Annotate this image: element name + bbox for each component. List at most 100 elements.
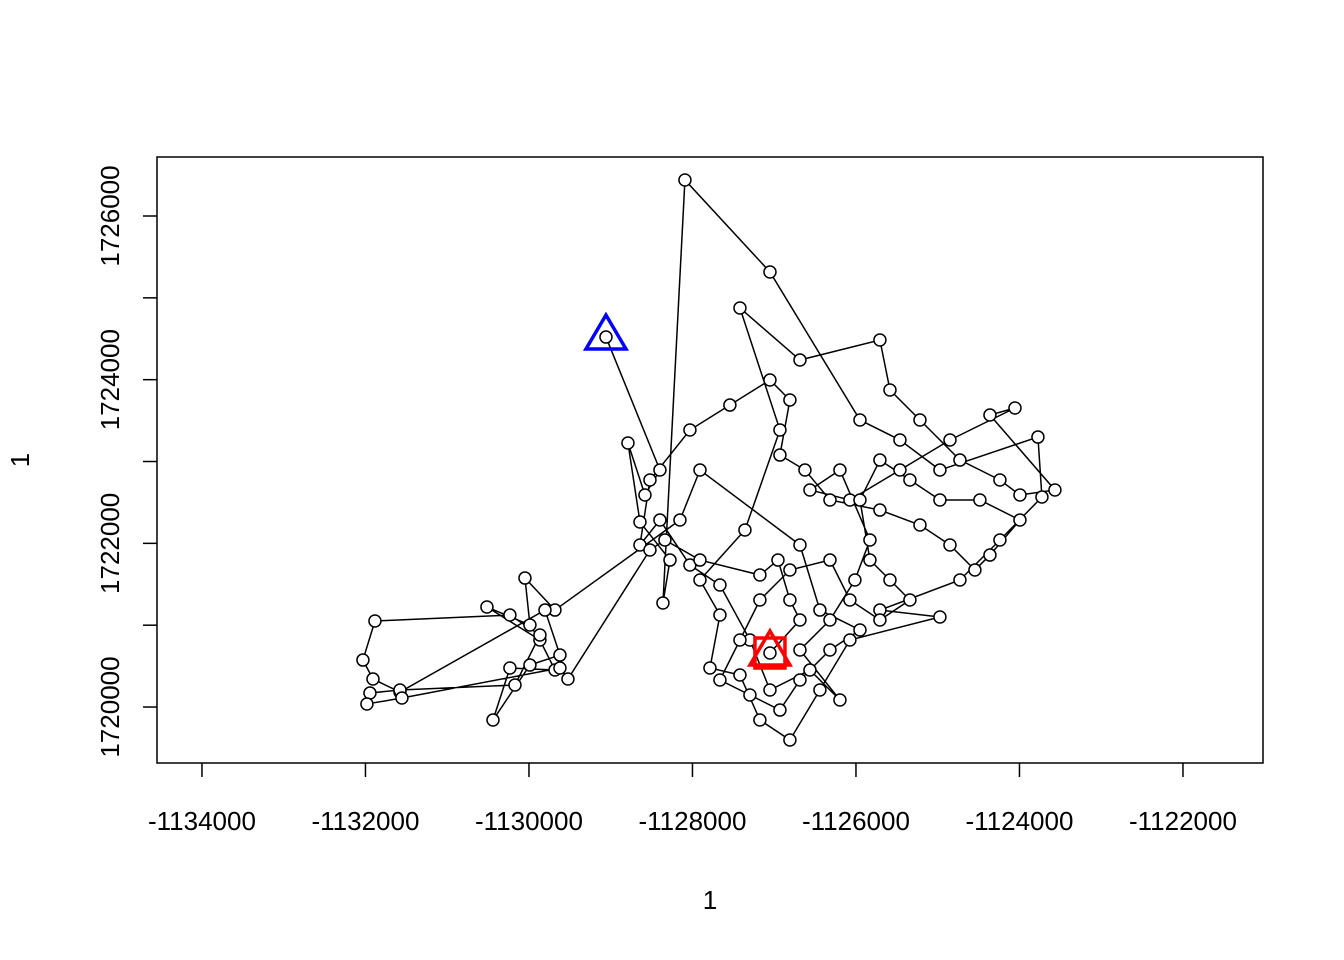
track-point [733, 668, 747, 682]
track-point [953, 453, 967, 467]
track-point [683, 423, 697, 437]
track-point [943, 433, 957, 447]
track-point [973, 493, 987, 507]
track-point [823, 493, 837, 507]
track-point [621, 436, 635, 450]
marker-triangle [746, 627, 794, 667]
track-point [793, 538, 807, 552]
y-tick-label: 1720000 [95, 656, 125, 757]
track-point [643, 543, 657, 557]
x-tick-label: -1132000 [311, 806, 419, 836]
track-point [783, 593, 797, 607]
track-point [823, 613, 837, 627]
track-point [503, 661, 517, 675]
track-point [783, 393, 797, 407]
track-point [983, 548, 997, 562]
track-point [663, 553, 677, 567]
track-point [853, 493, 867, 507]
track-point [638, 488, 652, 502]
y-tick-label: 1722000 [95, 493, 125, 594]
track-point [873, 503, 887, 517]
x-tick-label: -1130000 [475, 806, 583, 836]
track-point [771, 553, 785, 567]
track-point [843, 633, 857, 647]
track-point [883, 573, 897, 587]
track-point [953, 573, 967, 587]
x-axis-label: 1 [703, 885, 717, 915]
track-point [1031, 430, 1045, 444]
track-point [983, 408, 997, 422]
track-point [813, 683, 827, 697]
track-point [713, 578, 727, 592]
track-point [943, 538, 957, 552]
track-point [753, 713, 767, 727]
track-point [793, 613, 807, 627]
track-point [1008, 401, 1022, 415]
track-point [773, 423, 787, 437]
track-point [903, 473, 917, 487]
track-point [863, 553, 877, 567]
track-point [783, 563, 797, 577]
track-point [763, 646, 777, 660]
track-point [823, 553, 837, 567]
track-point [673, 513, 687, 527]
track-point [693, 553, 707, 567]
track-point [873, 333, 887, 347]
track-point [553, 648, 567, 662]
track-point [813, 603, 827, 617]
track-point [643, 473, 657, 487]
track-point [833, 463, 847, 477]
track-point [533, 628, 547, 642]
track-point [738, 523, 752, 537]
track-point [893, 463, 907, 477]
track-point [486, 713, 500, 727]
track-line [362, 178, 1057, 742]
track-point [798, 463, 812, 477]
track-point [933, 463, 947, 477]
track-point [653, 513, 667, 527]
track-point [843, 593, 857, 607]
x-tick-label: -1128000 [638, 806, 746, 836]
track-point [561, 672, 575, 686]
track-point [1048, 483, 1062, 497]
track-point [733, 301, 747, 315]
track-point [863, 533, 877, 547]
track-point [523, 658, 537, 672]
track-point [508, 678, 522, 692]
x-tick-label: -1134000 [148, 806, 256, 836]
track-point [693, 463, 707, 477]
track-point [658, 533, 672, 547]
track-point [503, 608, 517, 622]
track-point [480, 600, 494, 614]
track-point [823, 643, 837, 657]
track-point [656, 596, 670, 610]
track-point [873, 613, 887, 627]
track-point [363, 686, 377, 700]
track-point [723, 398, 737, 412]
y-tick-label: 1726000 [95, 165, 125, 266]
track-point [743, 688, 757, 702]
track-point [993, 533, 1007, 547]
track-point [599, 330, 613, 344]
track-point [1013, 513, 1027, 527]
track-point [763, 683, 777, 697]
track-point [713, 673, 727, 687]
track-point [360, 697, 374, 711]
track-point [853, 623, 867, 637]
track-point [733, 633, 747, 647]
track-point [793, 353, 807, 367]
track-point [553, 661, 567, 675]
y-axis-label: 1 [5, 453, 35, 467]
track-point [703, 661, 717, 675]
y-tick-label: 1724000 [95, 329, 125, 430]
track-point [833, 693, 847, 707]
track-point [913, 518, 927, 532]
track-point [793, 673, 807, 687]
track-point [713, 608, 727, 622]
track-point [783, 733, 797, 747]
track-point [903, 593, 917, 607]
track-point [753, 568, 767, 582]
track-point [763, 265, 777, 279]
track-point [368, 614, 382, 628]
